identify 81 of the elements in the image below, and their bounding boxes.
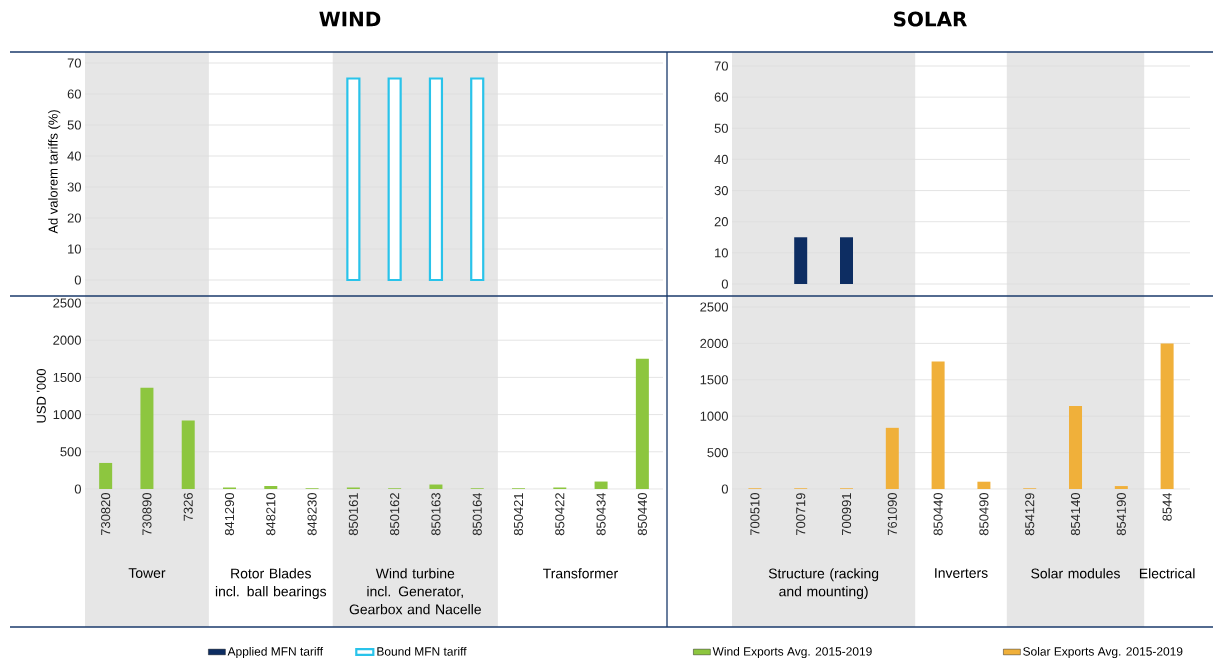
x-tick-label: 850421 bbox=[513, 493, 524, 536]
text: Inverters bbox=[935, 568, 988, 578]
bar bbox=[1069, 405, 1083, 489]
x-tick-label: 850440 bbox=[933, 493, 943, 536]
band-label: Solar modules bbox=[1031, 568, 1120, 579]
text: Rotor Blades incl. ball bearings bbox=[215, 568, 327, 600]
x-tick-label: 850422 bbox=[555, 493, 565, 536]
y-tick-label: 40 bbox=[714, 154, 728, 164]
text: Electrical bbox=[1139, 568, 1195, 579]
y-tick-label: 2500 bbox=[700, 302, 728, 312]
x-tick-label: 854129 bbox=[1025, 493, 1035, 536]
x-tick-label: 700991 bbox=[841, 493, 852, 536]
bar bbox=[1160, 343, 1174, 489]
legend-label: Applied MFN tariff bbox=[227, 646, 324, 659]
y-tick-label: 60 bbox=[714, 92, 728, 102]
y-tick-label: 0 bbox=[74, 484, 81, 494]
x-tick-label: 841290 bbox=[224, 493, 235, 536]
y-tick-label: 10 bbox=[715, 248, 728, 258]
x-tick-label: 850163 bbox=[431, 493, 441, 536]
x-tick-label: 854140 bbox=[1070, 493, 1081, 536]
legend-label: Wind Exports Avg. 2015-2019 bbox=[712, 646, 872, 659]
x-tick-label: 850490 bbox=[979, 493, 989, 536]
x-tick-label: 850434 bbox=[596, 492, 606, 536]
x-tick-label: 8544 bbox=[1162, 492, 1172, 521]
x-tick-label: 700510 bbox=[750, 493, 760, 536]
x-tick-label: 854190 bbox=[1116, 493, 1126, 536]
x-tick-label: 848210 bbox=[266, 493, 276, 536]
x-tick-label: 850161 bbox=[348, 493, 358, 536]
x-tick-label: 850440 bbox=[637, 493, 647, 536]
y-tick-label: 30 bbox=[67, 182, 81, 192]
x-tick-label: 700719 bbox=[796, 493, 806, 536]
y-tick-label: 0 bbox=[721, 484, 728, 494]
y-tick-label: 1000 bbox=[700, 411, 728, 421]
y-tick-label: 60 bbox=[67, 89, 81, 99]
bar bbox=[635, 358, 649, 489]
x-tick-label: 850162 bbox=[390, 493, 400, 536]
y-tick-label: 1500 bbox=[53, 372, 81, 382]
y-tick-label: 70 bbox=[714, 61, 728, 71]
y-tick-label: 2500 bbox=[53, 298, 81, 308]
chart-title: WIND bbox=[319, 11, 381, 27]
legend-label: Bound MFN tariff bbox=[377, 646, 467, 656]
x-tick-label: 730890 bbox=[142, 493, 152, 536]
bar bbox=[594, 481, 608, 489]
bar bbox=[264, 486, 278, 489]
band-label: Structure (racking and mounting) bbox=[768, 568, 879, 600]
bar bbox=[977, 481, 991, 489]
bar bbox=[429, 484, 443, 489]
y-tick-label: 500 bbox=[707, 448, 728, 458]
y-tick-label: 20 bbox=[67, 213, 81, 223]
text: Transformer bbox=[543, 568, 618, 579]
bar bbox=[885, 427, 899, 489]
bar bbox=[181, 420, 195, 489]
bar bbox=[931, 361, 945, 489]
y-tick-label: 30 bbox=[714, 185, 728, 196]
y-axis-title: Ad valorem tariffs (%) bbox=[48, 110, 61, 234]
x-tick-label: 848230 bbox=[307, 493, 317, 536]
x-tick-label: 761090 bbox=[887, 493, 897, 536]
y-tick-label: 2000 bbox=[53, 335, 81, 345]
band-label: Tower bbox=[128, 568, 166, 578]
y-tick-label: 1500 bbox=[700, 375, 728, 385]
bar bbox=[1114, 486, 1128, 489]
bar bbox=[140, 387, 154, 489]
x-tick-label: 730820 bbox=[101, 493, 111, 536]
band-label: Wind turbine incl. Generator, Gearbox and Nacelle bbox=[349, 568, 481, 615]
y-tick-label: 0 bbox=[721, 279, 728, 289]
y-tick-label: 20 bbox=[714, 217, 728, 227]
y-tick-label: 10 bbox=[68, 244, 81, 254]
y-tick-label: 70 bbox=[67, 58, 81, 68]
y-tick-label: 50 bbox=[714, 123, 728, 133]
y-tick-label: 1000 bbox=[53, 410, 81, 420]
y-tick-label: 50 bbox=[67, 120, 81, 130]
y-tick-label: 0 bbox=[74, 275, 81, 285]
y-tick-label: 2000 bbox=[700, 338, 728, 348]
bar bbox=[99, 462, 113, 489]
y-tick-label: 500 bbox=[60, 447, 81, 457]
x-tick-label: 7326 bbox=[183, 493, 193, 521]
x-tick-label: 850164 bbox=[472, 492, 482, 536]
y-axis-title: USD '000 bbox=[36, 368, 46, 423]
legend-label: Solar Exports Avg. 2015-2019 bbox=[1023, 646, 1183, 659]
y-tick-label: 40 bbox=[67, 151, 81, 161]
chart-title: SOLAR bbox=[894, 11, 967, 27]
